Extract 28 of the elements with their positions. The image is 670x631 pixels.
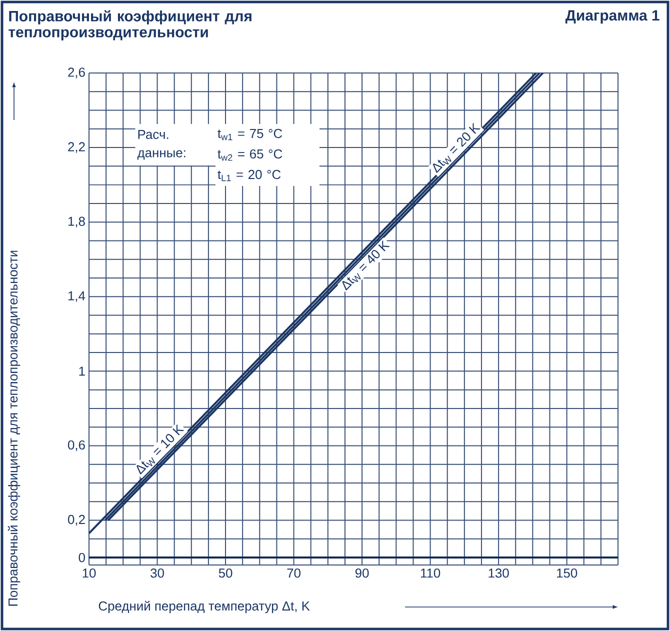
y-tick-label: 1,8 <box>68 216 85 228</box>
annotation: t$_{w2}$ = 65 °C <box>218 149 282 161</box>
y-tick-label: 1 <box>79 366 85 376</box>
y-axis-title: Поправочный коэффициент для теплопроизводительности <box>8 250 20 606</box>
x-tick-label: 110 <box>420 568 440 578</box>
text: Δt$_{W}$ = 20 K <box>432 122 480 173</box>
text: Δt$_{W}$ = 10 K <box>136 424 184 475</box>
y-tick-label: 1,4 <box>68 291 86 302</box>
x-tick-label: 130 <box>488 568 509 578</box>
y-tick-label: 2,6 <box>68 68 85 78</box>
y-tick-label: 0,6 <box>68 440 85 452</box>
y-tick-label: 0,2 <box>68 514 85 526</box>
annotation: t$_{L1}$ = 20 °C <box>218 170 281 182</box>
x-tick-label: 90 <box>355 568 369 578</box>
x-tick-label: 70 <box>287 568 300 578</box>
x-tick-label: 30 <box>150 568 164 578</box>
annotation: данные: <box>137 150 186 160</box>
annotation: t$_{w1}$ = 75 °C <box>218 128 282 140</box>
y-tick-label: 2,2 <box>68 142 85 153</box>
chart-title: Поправочный коэффициент для теплопроизводительности <box>8 10 252 40</box>
x-tick-label: 150 <box>556 568 578 578</box>
annotation: Расч. <box>138 130 168 140</box>
x-tick-label: 50 <box>218 568 232 578</box>
y-tick-label: 0 <box>78 552 85 562</box>
text: Диаграмма 1 <box>565 10 660 24</box>
text: Δt$_{W}$ = 40 K <box>342 240 390 290</box>
x-tick-label: 10 <box>82 568 96 578</box>
x-axis-title: Средний перепад температур Δt, K <box>98 600 310 614</box>
